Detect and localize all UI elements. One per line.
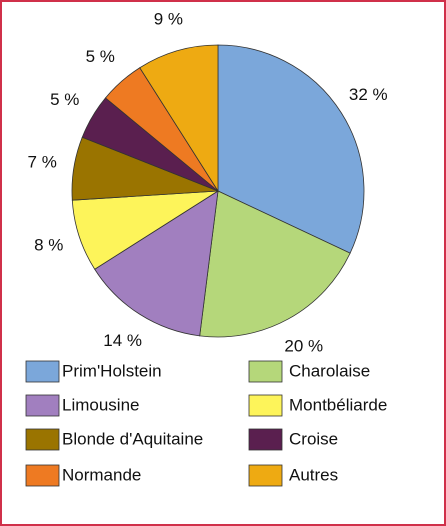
legend-label: Blonde d'Aquitaine — [62, 429, 203, 448]
legend-label: Croise — [289, 429, 338, 448]
slice-label: 9 % — [154, 10, 183, 29]
slice-label: 5 % — [50, 90, 79, 109]
legend-swatch — [25, 464, 60, 487]
pie-slice — [94, 190, 219, 337]
legend-swatch — [25, 394, 60, 417]
legend-label: Autres — [289, 465, 338, 484]
slice-label: 32 % — [349, 85, 388, 104]
slice-label: 8 % — [34, 235, 63, 254]
legend-label: Prim'Holstein — [62, 361, 162, 380]
legend-label: Normande — [62, 465, 141, 484]
pie-slice — [139, 44, 219, 193]
legend-swatch — [25, 428, 60, 451]
legend-swatch — [25, 360, 60, 383]
pie-slice — [217, 44, 365, 254]
legend-label: Limousine — [62, 395, 140, 414]
pie-slice — [199, 190, 351, 338]
slice-label: 20 % — [284, 336, 323, 355]
legend-swatch — [248, 428, 283, 451]
legend-swatch — [248, 394, 283, 417]
slice-label: 14 % — [103, 331, 142, 350]
slice-label: 7 % — [28, 153, 57, 172]
legend-label: Charolaise — [289, 361, 370, 380]
legend-swatch — [248, 464, 283, 487]
legend-label: Montbéliarde — [289, 395, 387, 414]
slice-label: 5 % — [86, 47, 115, 66]
legend-swatch — [248, 360, 283, 383]
